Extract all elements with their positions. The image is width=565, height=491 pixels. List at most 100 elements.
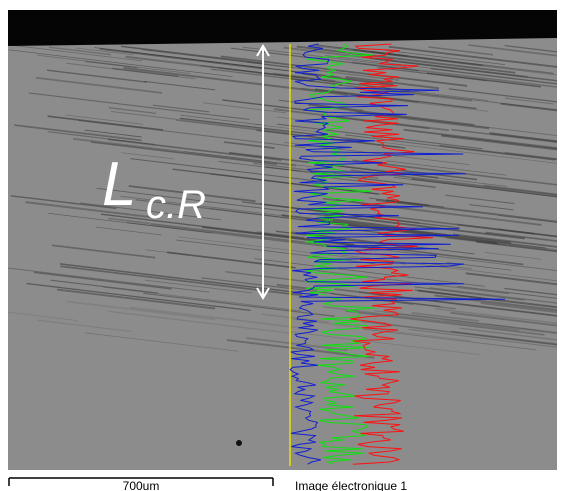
streak — [179, 117, 367, 142]
caption: Image électronique 1 — [295, 479, 407, 491]
streak — [334, 288, 557, 317]
streak — [361, 320, 557, 346]
streak — [96, 187, 331, 217]
streak — [451, 330, 557, 346]
streak — [273, 108, 450, 132]
streak — [120, 45, 263, 64]
streak — [130, 158, 326, 183]
streak — [411, 178, 557, 198]
streak — [480, 302, 557, 314]
streak — [120, 195, 289, 217]
streak — [201, 277, 441, 308]
streak — [14, 124, 142, 142]
streak — [225, 271, 312, 283]
streak — [37, 319, 132, 333]
streak — [276, 116, 320, 123]
streak — [125, 55, 307, 80]
streak — [95, 226, 162, 236]
line-scan-profiles — [289, 43, 506, 465]
streak — [255, 124, 323, 133]
streak — [48, 46, 111, 56]
streak — [28, 92, 250, 121]
streak — [8, 267, 210, 293]
streak — [67, 300, 215, 321]
streak — [504, 44, 557, 53]
streak — [254, 258, 485, 287]
streak — [90, 141, 277, 166]
streak — [210, 208, 389, 231]
streak — [59, 263, 302, 294]
streak — [226, 339, 375, 359]
streak — [293, 318, 471, 342]
streak — [485, 240, 557, 251]
streak — [144, 80, 216, 91]
streak — [485, 323, 538, 331]
streak — [465, 272, 557, 286]
annotation-subscript: c.R — [146, 183, 206, 227]
streak — [290, 77, 342, 86]
streak — [203, 102, 287, 114]
streak — [180, 114, 265, 126]
streak — [265, 166, 436, 188]
streak — [80, 202, 221, 221]
streak — [224, 141, 275, 149]
streak — [25, 201, 158, 219]
streak — [408, 328, 557, 348]
profile — [305, 43, 376, 465]
streak — [385, 49, 506, 65]
streak — [143, 292, 335, 317]
streak — [377, 67, 488, 82]
scale-bar-label: 700um — [123, 479, 160, 491]
streak — [441, 134, 557, 151]
streak — [370, 57, 557, 82]
streak — [344, 134, 556, 161]
particle — [236, 440, 242, 446]
streak — [329, 221, 498, 244]
dark-band — [8, 10, 557, 46]
streak — [500, 102, 557, 112]
streak — [363, 328, 537, 351]
profile — [289, 43, 506, 465]
streak — [51, 244, 156, 259]
annotation-symbol: L — [102, 150, 136, 219]
scale-bar — [8, 477, 274, 486]
streak — [442, 319, 557, 335]
streak — [152, 104, 210, 113]
streak — [396, 312, 557, 334]
streak — [434, 294, 557, 312]
streak — [290, 331, 481, 356]
streak — [8, 312, 78, 321]
streak — [303, 268, 510, 295]
streak — [281, 214, 512, 244]
streak — [485, 231, 557, 242]
streak — [75, 47, 134, 56]
streak — [278, 99, 364, 111]
streak — [296, 45, 516, 74]
streak — [78, 119, 306, 149]
streak — [46, 69, 148, 83]
streak — [64, 114, 143, 125]
streak — [373, 310, 557, 334]
streak — [11, 44, 143, 62]
streak — [66, 62, 196, 80]
streak — [386, 160, 507, 176]
streak — [48, 213, 213, 234]
streak — [256, 231, 305, 239]
streak — [108, 217, 150, 225]
streak — [325, 55, 454, 72]
streak — [322, 197, 542, 226]
streak — [352, 159, 557, 186]
streak — [335, 199, 383, 206]
streak — [345, 310, 545, 336]
depth-arrow — [256, 44, 270, 300]
streak — [262, 313, 330, 323]
streak — [135, 199, 311, 222]
streak — [345, 76, 440, 90]
streak — [99, 47, 265, 70]
streak — [167, 251, 296, 269]
streak — [340, 47, 396, 55]
streak — [371, 50, 554, 75]
streak — [403, 128, 557, 149]
streak — [323, 217, 399, 229]
